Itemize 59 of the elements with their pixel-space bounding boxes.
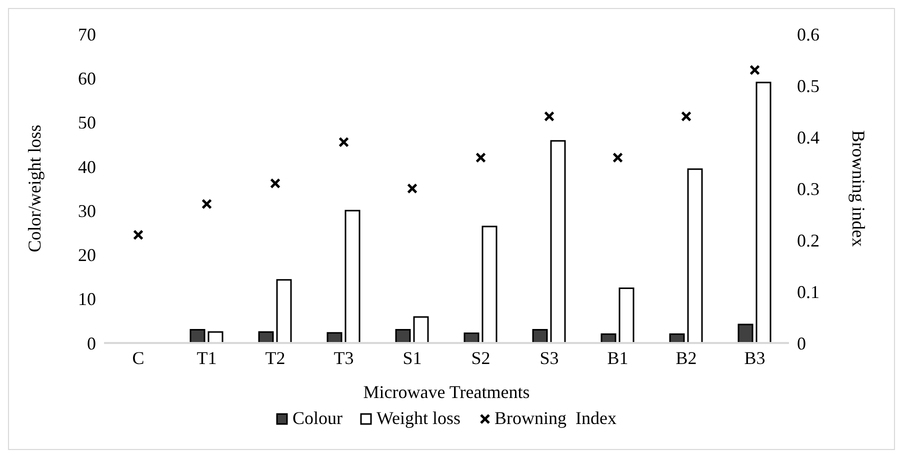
x-tick-label: T3 bbox=[334, 348, 354, 368]
bar bbox=[687, 168, 703, 343]
point bbox=[544, 111, 554, 122]
y-tick-label: 40 bbox=[78, 156, 96, 177]
point bbox=[750, 64, 760, 76]
y-axis-title: Color/weight loss bbox=[24, 124, 44, 252]
point bbox=[270, 178, 280, 189]
bar bbox=[395, 329, 411, 343]
y2-tick-label: 0.2 bbox=[797, 230, 820, 250]
y2-tick-label: 0.6 bbox=[797, 24, 820, 44]
bar bbox=[276, 279, 292, 343]
bar bbox=[413, 316, 429, 343]
y2-tick-label: 0.5 bbox=[797, 76, 820, 96]
x-axis-title: Microwave Treatments bbox=[363, 382, 530, 402]
bar bbox=[532, 329, 548, 343]
bar bbox=[482, 226, 498, 343]
x-tick-label: S3 bbox=[540, 348, 559, 368]
x-tick-label: T2 bbox=[265, 348, 286, 368]
bar bbox=[190, 329, 206, 343]
legend-label: Weight loss bbox=[376, 408, 461, 429]
y2-tick-label: 0.4 bbox=[797, 127, 820, 148]
y2-tick-label: 0 bbox=[797, 333, 806, 354]
bar bbox=[618, 288, 634, 343]
x-tick-label: S2 bbox=[471, 348, 490, 368]
point bbox=[612, 152, 623, 163]
point bbox=[681, 111, 692, 122]
y-tick-label: 30 bbox=[78, 200, 96, 221]
y2-tick-label: 0.3 bbox=[797, 178, 820, 199]
x-tick-label: B2 bbox=[676, 348, 697, 368]
y-tick-label: 70 bbox=[78, 24, 96, 44]
y-tick-label: 20 bbox=[78, 245, 96, 266]
bar bbox=[464, 332, 480, 343]
legend-label: Browning Index bbox=[494, 408, 617, 429]
legend-label: Colour bbox=[292, 408, 342, 429]
bar bbox=[756, 82, 772, 343]
x-tick-label: B1 bbox=[607, 348, 628, 368]
y-tick-label: 0 bbox=[87, 333, 96, 354]
point bbox=[476, 152, 486, 163]
x-tick-label: S1 bbox=[402, 348, 422, 368]
point bbox=[338, 136, 349, 148]
bar bbox=[738, 324, 754, 343]
bar bbox=[344, 210, 360, 343]
bar bbox=[669, 333, 685, 343]
bar bbox=[326, 332, 342, 343]
bar bbox=[600, 333, 616, 343]
y2-tick-label: 0.1 bbox=[797, 282, 820, 302]
point bbox=[133, 230, 144, 240]
y2-axis-title: Browning index bbox=[848, 130, 869, 247]
point bbox=[202, 198, 212, 210]
bar bbox=[258, 331, 274, 343]
y-tick-label: 10 bbox=[78, 289, 96, 310]
x-tick-label: T1 bbox=[196, 348, 217, 368]
y-tick-label: 60 bbox=[78, 68, 96, 89]
point bbox=[407, 183, 418, 194]
bar bbox=[208, 331, 224, 343]
x-tick-label: C bbox=[132, 348, 144, 368]
y-tick-label: 50 bbox=[78, 112, 96, 133]
x-tick-label: B3 bbox=[744, 348, 766, 368]
bar bbox=[550, 140, 566, 343]
